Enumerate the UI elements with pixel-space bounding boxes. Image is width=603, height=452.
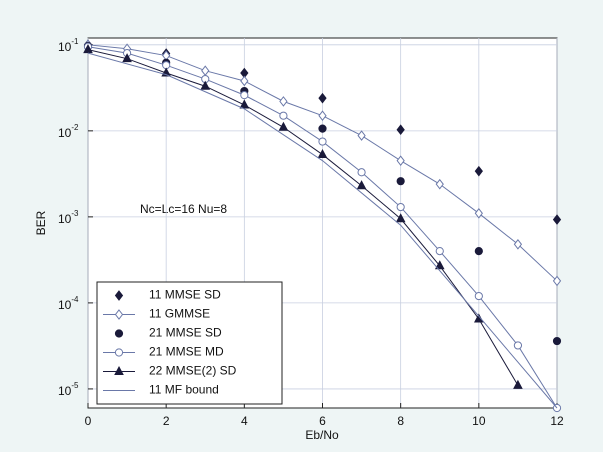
x-tick-label: 0 [85, 414, 92, 428]
y-tick-label: 10-4 [58, 295, 79, 312]
x-axis-label: Eb/No [305, 428, 339, 442]
y-tick-label: 10-5 [58, 381, 79, 398]
x-tick-label: 12 [550, 414, 564, 428]
data-point [474, 207, 483, 219]
data-point [396, 202, 405, 212]
data-point [83, 44, 93, 54]
data-point [474, 165, 483, 177]
data-point [513, 379, 523, 389]
y-tick-base: 10 [58, 298, 72, 312]
data-point [474, 291, 483, 301]
y-tick-base: 10 [58, 126, 72, 140]
data-point [552, 336, 562, 346]
y-tick-label: 10-3 [58, 209, 79, 226]
legend-label: 11 MMSE SD [149, 288, 221, 302]
data-point [357, 168, 366, 177]
data-point [396, 124, 405, 136]
data-point [513, 341, 523, 350]
data-point [552, 214, 562, 225]
data-point [279, 111, 288, 120]
data-point [513, 238, 523, 250]
y-tick-exponent: -2 [71, 123, 79, 132]
x-tick-label: 4 [241, 414, 248, 428]
x-tick-label: 8 [397, 414, 404, 428]
data-point [279, 96, 288, 107]
legend-label: 11 GMMSE [149, 307, 210, 321]
x-tick-label: 6 [319, 414, 326, 428]
data-point [396, 177, 405, 186]
y-tick-exponent: -5 [71, 381, 79, 390]
data-point [318, 124, 327, 133]
legend-marker [114, 329, 124, 338]
data-point [239, 99, 250, 109]
series-line [87, 52, 558, 409]
data-point [435, 178, 444, 190]
data-point [318, 137, 327, 146]
data-point [317, 148, 328, 159]
data-point [357, 130, 366, 141]
x-tick-label: 2 [163, 414, 170, 428]
y-tick-base: 10 [58, 384, 72, 398]
data-point [318, 110, 327, 122]
data-point [278, 121, 289, 131]
legend: 11 MMSE SD 11 GMMSE 21 MMSE SD 21 MMSE MD 22… [96, 281, 283, 405]
data-point [395, 213, 406, 223]
legend-label: 21 MMSE MD [149, 345, 224, 359]
legend-label: 21 MMSE SD [149, 326, 222, 340]
legend-marker [114, 290, 124, 301]
y-tick-base: 10 [58, 40, 72, 54]
data-point [318, 92, 327, 104]
x-tick-label: 10 [472, 414, 486, 428]
y-tick-label: 10-2 [58, 123, 79, 140]
data-point [552, 275, 562, 287]
y-tick-exponent: -4 [71, 295, 79, 304]
data-point [240, 75, 249, 87]
data-point [396, 155, 405, 166]
legend-label: 11 MF bound [149, 383, 219, 397]
legend-marker [114, 309, 124, 320]
legend-label: 22 MMSE(2) SD [149, 364, 237, 378]
series-line [87, 49, 519, 386]
data-point [435, 246, 444, 256]
legend-marker [114, 348, 124, 357]
data-point [122, 53, 132, 63]
data-point [240, 91, 249, 100]
y-axis-label: BER [34, 210, 48, 235]
y-tick-base: 10 [58, 212, 72, 226]
data-point [356, 180, 367, 190]
y-tick-exponent: -3 [71, 209, 79, 218]
legend-marker [114, 365, 124, 375]
data-point [474, 246, 483, 256]
y-tick-exponent: -1 [71, 37, 79, 46]
y-tick-label: 10-1 [58, 37, 79, 54]
data-point [434, 260, 445, 270]
legend-box [96, 281, 283, 405]
annotation: Nc=Lc=16 Nu=8 [140, 202, 227, 216]
data-point [200, 80, 211, 90]
